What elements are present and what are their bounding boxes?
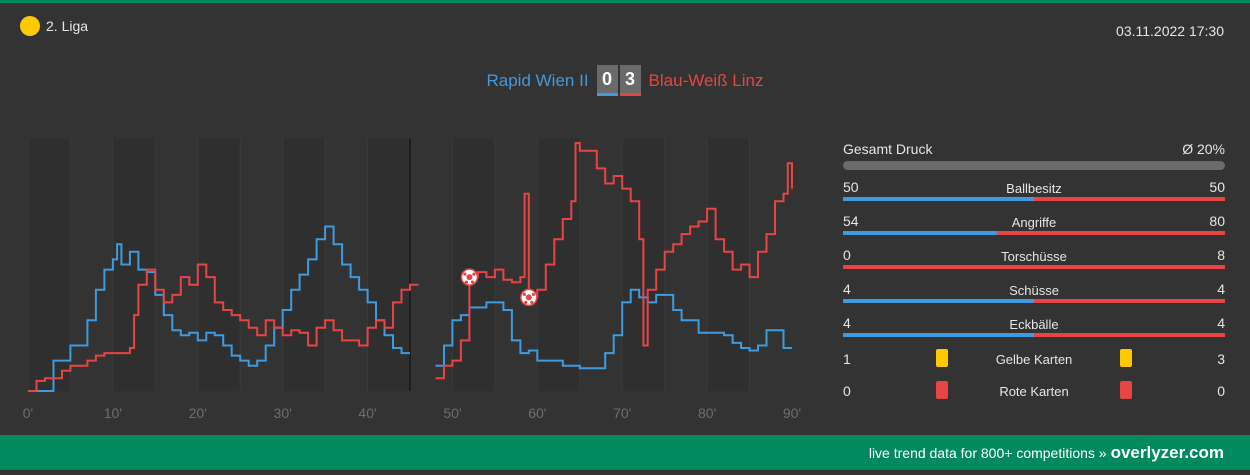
x-tick-label: 90' [783,405,801,421]
stat-row: 4 Eckbälle 4 [843,311,1225,345]
stat-row: 54 Angriffe 80 [843,209,1225,243]
home-trend-line [28,225,792,392]
card-home-value: 0 [843,383,851,399]
away-score: 3 [619,65,641,96]
away-team-name[interactable]: Blau-Weiß Linz [648,70,764,90]
x-tick-label: 30' [274,405,292,421]
chart-band [28,138,71,391]
stat-name: Eckbälle [1009,317,1059,332]
x-tick-label: 70' [613,405,631,421]
x-tick-label: 0' [23,405,33,421]
pressure-label: Gesamt Druck [843,141,933,157]
pressure-bar [843,161,1225,170]
stat-bar [843,231,1225,235]
stat-name: Torschüsse [1001,249,1067,264]
red-card-icon [936,381,948,399]
chart-band [579,138,623,391]
stats-panel: Gesamt Druck Ø 20% 50 Ballbesitz 50 54 Angri… [843,141,1225,409]
stat-bar [843,299,1225,303]
chart-band [664,138,708,391]
league-label[interactable]: 2. Liga [20,16,88,36]
x-tick-label: 50' [443,405,461,421]
stat-home-value: 50 [843,179,859,195]
yellow-card-icon [936,349,948,367]
card-name: Rote Karten [999,384,1069,399]
x-tick-label: 80' [698,405,716,421]
stat-name: Ballbesitz [1006,181,1062,196]
chart-band [537,138,580,391]
home-score: 0 [596,65,618,96]
stat-bar-home-fill [843,299,1034,303]
red-card-icon [1120,381,1132,399]
stat-away-value: 8 [1217,247,1225,263]
match-datetime: 03.11.2022 17:30 [1116,23,1224,39]
scoreboard: 0 3 [596,65,641,96]
soccer-ball-icon[interactable] [520,288,538,307]
stat-bar-home-fill [843,231,997,235]
chart-band [749,138,792,391]
soccer-ball-icon[interactable] [460,268,479,286]
league-badge-icon [20,16,40,36]
stat-home-value: 54 [843,213,859,229]
chart-band [367,138,410,391]
home-team-name[interactable]: Rapid Wien II [486,70,589,90]
chart-band [494,138,538,391]
card-row: 1 Gelbe Karten 3 [843,345,1225,377]
chart-band [70,138,113,391]
card-name: Gelbe Karten [995,352,1073,367]
stat-away-value: 4 [1217,315,1225,331]
chart-band [155,138,198,391]
x-tick-label: 10' [104,405,122,421]
away-trend-line [28,142,793,392]
stat-bar-home-fill [843,197,1034,201]
stat-home-value: 4 [843,281,851,297]
stat-row: 50 Ballbesitz 50 [843,175,1225,209]
footer-text: live trend data for 800+ competitions » [868,444,1107,461]
stat-name: Schüsse [1009,283,1059,298]
match-header: Rapid Wien II 0 3 Blau-Weiß Linz [0,65,1250,96]
card-home-value: 1 [843,351,851,367]
stat-bar-home-fill [843,333,1034,337]
x-tick-label: 40' [358,405,376,421]
brand-link[interactable]: overlyzer.com [1110,442,1224,462]
pressure-header: Gesamt Druck Ø 20% [843,141,1225,157]
stat-row: 0 Torschüsse 8 [843,243,1225,277]
stat-away-value: 50 [1209,179,1225,195]
stat-home-value: 0 [843,247,851,263]
chart-band [282,138,326,391]
card-away-value: 0 [1217,383,1225,399]
stat-bar [843,197,1225,201]
card-away-value: 3 [1217,351,1225,367]
yellow-card-icon [1120,349,1132,367]
trend-chart[interactable]: 0' 10' 20' 30' 40' 50' 60' 70' 80' 90' [20,133,810,428]
league-name: 2. Liga [46,18,89,34]
card-row: 0 Rote Karten 0 [843,377,1225,409]
chart-band [240,138,283,391]
stat-bar [843,333,1225,337]
stat-row: 4 Schüsse 4 [843,277,1225,311]
chart-band [410,138,453,391]
x-tick-label: 20' [189,405,207,421]
x-tick-label: 60' [528,405,546,421]
pressure-value: Ø 20% [1182,141,1225,157]
chart-band [452,138,495,391]
stat-bar [843,265,1225,269]
stat-name: Angriffe [1011,215,1057,230]
stat-home-value: 4 [843,315,851,331]
footer-banner[interactable]: live trend data for 800+ competitions » … [0,435,1250,470]
stat-away-value: 4 [1217,281,1225,297]
stat-away-value: 80 [1209,213,1225,229]
